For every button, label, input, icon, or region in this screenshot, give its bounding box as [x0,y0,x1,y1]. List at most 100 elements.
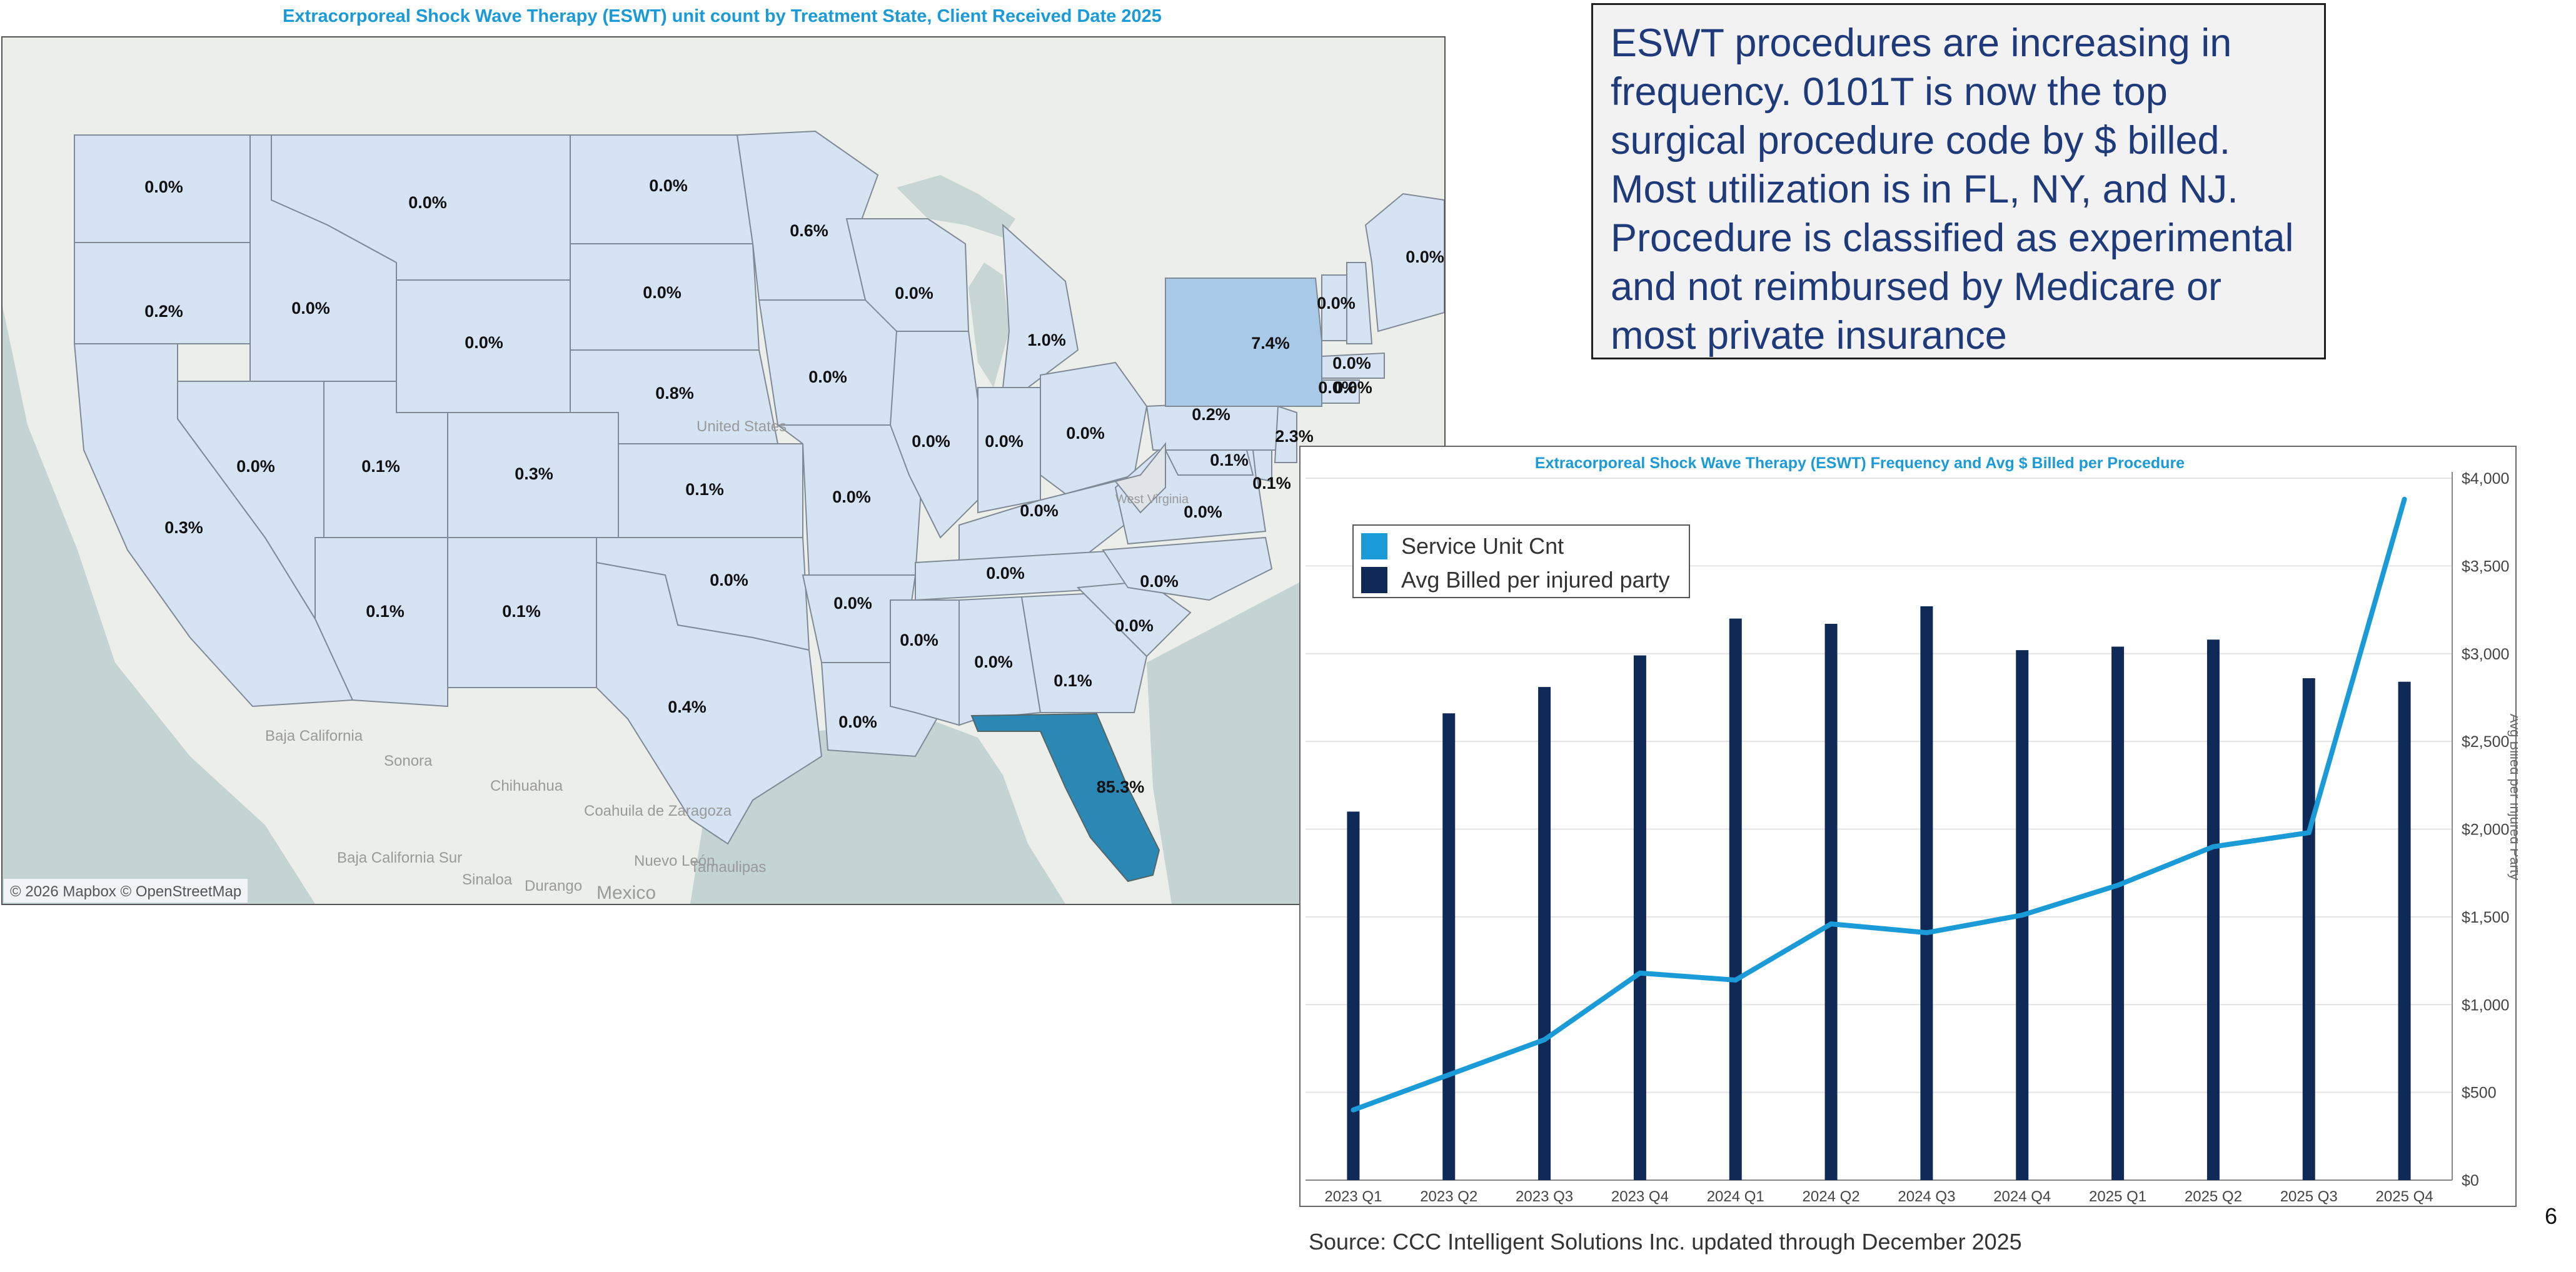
state-value-label-oh: 0.0% [1066,424,1105,443]
label-tamaulipas: Tamaulipas [690,859,766,876]
pacific-ocean [3,306,315,904]
state-value-label-de: 0.1% [1252,474,1291,493]
state-shapes [73,130,1444,845]
state-value-label-ok: 0.0% [710,571,748,589]
chart-canvas: $0 $500 $1,000 $1,500 $2,000 $2,500 $3,000 $3,5… [1306,470,2518,1205]
bar-2025-q3 [2302,678,2315,1180]
label-sonora: Sonora [384,753,433,769]
basemap-labels: United States Baja California Sonora Chi… [265,418,1189,903]
state-value-label-vt: 0.0% [1317,294,1356,313]
page-number: 6 [2545,1203,2558,1229]
x-tick-label: 2023 Q1 [1324,1188,1382,1205]
state-value-label-ny: 7.4% [1251,334,1290,353]
state-value-label-sc: 0.0% [1115,616,1154,635]
state-fl[interactable] [970,713,1160,883]
state-me[interactable] [1364,193,1444,333]
y-tick-label: $2,500 [2462,733,2509,751]
state-ny[interactable] [1165,278,1322,407]
state-value-label-id: 0.0% [291,299,330,318]
callout-text: ESWT procedures are increasing in freque… [1611,21,2294,358]
map-title: Extracorporeal Shock Wave Therapy (ESWT)… [283,6,1162,26]
state-ms[interactable] [890,599,960,726]
x-tick-label: 2024 Q3 [1898,1188,1955,1205]
state-value-label-ar: 0.0% [833,594,872,613]
state-value-labels: 0.0%0.2%0.3%0.0%0.0%0.0%0.0%0.1%0.1%0.3%… [144,176,1444,796]
label-west-virginia: West Virginia [1115,493,1189,506]
state-value-label-nj: 2.3% [1275,427,1314,446]
y-tick-label: $3,500 [2462,558,2509,575]
state-ga[interactable] [1020,593,1148,713]
state-value-label-ma: 0.0% [1334,378,1372,397]
x-tick-label: 2024 Q1 [1707,1188,1764,1205]
state-value-label-pa: 0.2% [1192,405,1230,424]
legend-item-service-unit-cnt[interactable]: Service Unit Cnt [1361,532,1564,561]
x-tick-label: 2025 Q4 [2376,1188,2433,1205]
y-tick-label: $1,000 [2462,996,2509,1014]
state-value-label-mi: 1.0% [1027,331,1066,349]
label-baja-california: Baja California [265,728,363,744]
bar-2024-q1 [1729,618,1742,1180]
legend-swatch-navy [1361,567,1387,593]
line-point-2023-q4 [1637,970,1643,976]
state-il[interactable] [889,331,979,539]
lake-michigan [969,263,1009,388]
line-point-2023-q3 [1542,1037,1547,1043]
bar-2023-q4 [1633,655,1646,1180]
state-value-label-il: 0.0% [912,432,950,451]
state-value-label-co: 0.3% [515,464,553,483]
line-point-2025-q4 [2402,496,2407,502]
attribution-bg [4,879,248,903]
state-sc[interactable] [1076,580,1192,658]
state-value-label-in: 0.0% [985,432,1024,451]
state-tx[interactable] [596,561,823,845]
state-md[interactable] [1164,449,1254,476]
legend-label: Avg Billed per injured party [1401,567,1670,593]
label-chihuahua: Chihuahua [490,778,563,794]
label-durango: Durango [525,878,582,894]
label-united-states: United States [697,418,787,435]
source-note: Source: CCC Intelligent Solutions Inc. u… [1309,1229,2022,1254]
x-tick-label: 2024 Q4 [1993,1188,2051,1205]
state-nj[interactable] [1274,405,1297,463]
state-value-label-al: 0.0% [974,653,1013,671]
line-point-2023-q1 [1351,1107,1356,1113]
state-nh[interactable] [1346,262,1373,344]
state-or[interactable] [74,242,251,344]
y-axis-title: Avg Billed per Injured Party [2507,714,2518,880]
line-point-2025-q1 [2115,883,2121,888]
state-value-label-ms: 0.0% [900,631,938,649]
state-value-label-or: 0.2% [144,302,183,321]
state-value-label-la: 0.0% [838,713,877,731]
map-attribution[interactable]: © 2026 Mapbox © OpenStreetMap [10,883,241,900]
state-value-label-nm: 0.1% [502,602,541,621]
state-value-label-ne: 0.8% [655,384,694,403]
x-tick-label: 2023 Q2 [1420,1188,1477,1205]
x-tick-label: 2023 Q3 [1516,1188,1573,1205]
state-value-label-fl: 85.3% [1097,778,1145,796]
line-point-2024-q3 [1924,930,1929,936]
state-wv[interactable] [1114,442,1166,514]
chart-legend: Service Unit Cnt Avg Billed per injured … [1352,524,1690,598]
state-value-label-mn: 0.6% [790,221,828,240]
bar-2025-q1 [2111,646,2125,1180]
y-tick-label: $0 [2462,1172,2479,1189]
x-tick-label: 2024 Q2 [1803,1188,1860,1205]
state-nc[interactable] [1102,536,1273,601]
state-value-label-sd: 0.0% [643,283,682,302]
label-coahuila: Coahuila de Zaragoza [584,803,732,819]
state-value-label-az: 0.1% [366,602,405,621]
bar-2023-q3 [1538,687,1551,1180]
state-value-label-ky: 0.0% [1020,501,1059,520]
state-value-label-ct: 0.0% [1318,378,1357,397]
state-de[interactable] [1252,449,1272,483]
state-value-label-ia: 0.0% [808,368,847,386]
state-value-label-ga: 0.1% [1054,671,1092,690]
state-value-label-me: 0.0% [1406,248,1444,266]
state-value-label-ks: 0.1% [685,480,724,499]
line-point-2025-q3 [2306,830,2312,836]
bar-2025-q2 [2206,639,2220,1180]
y-tick-label: $500 [2462,1084,2497,1102]
label-nuevo-leon: Nuevo León [634,853,715,869]
state-az[interactable] [314,537,448,708]
legend-item-avg-billed[interactable]: Avg Billed per injured party [1361,566,1670,594]
